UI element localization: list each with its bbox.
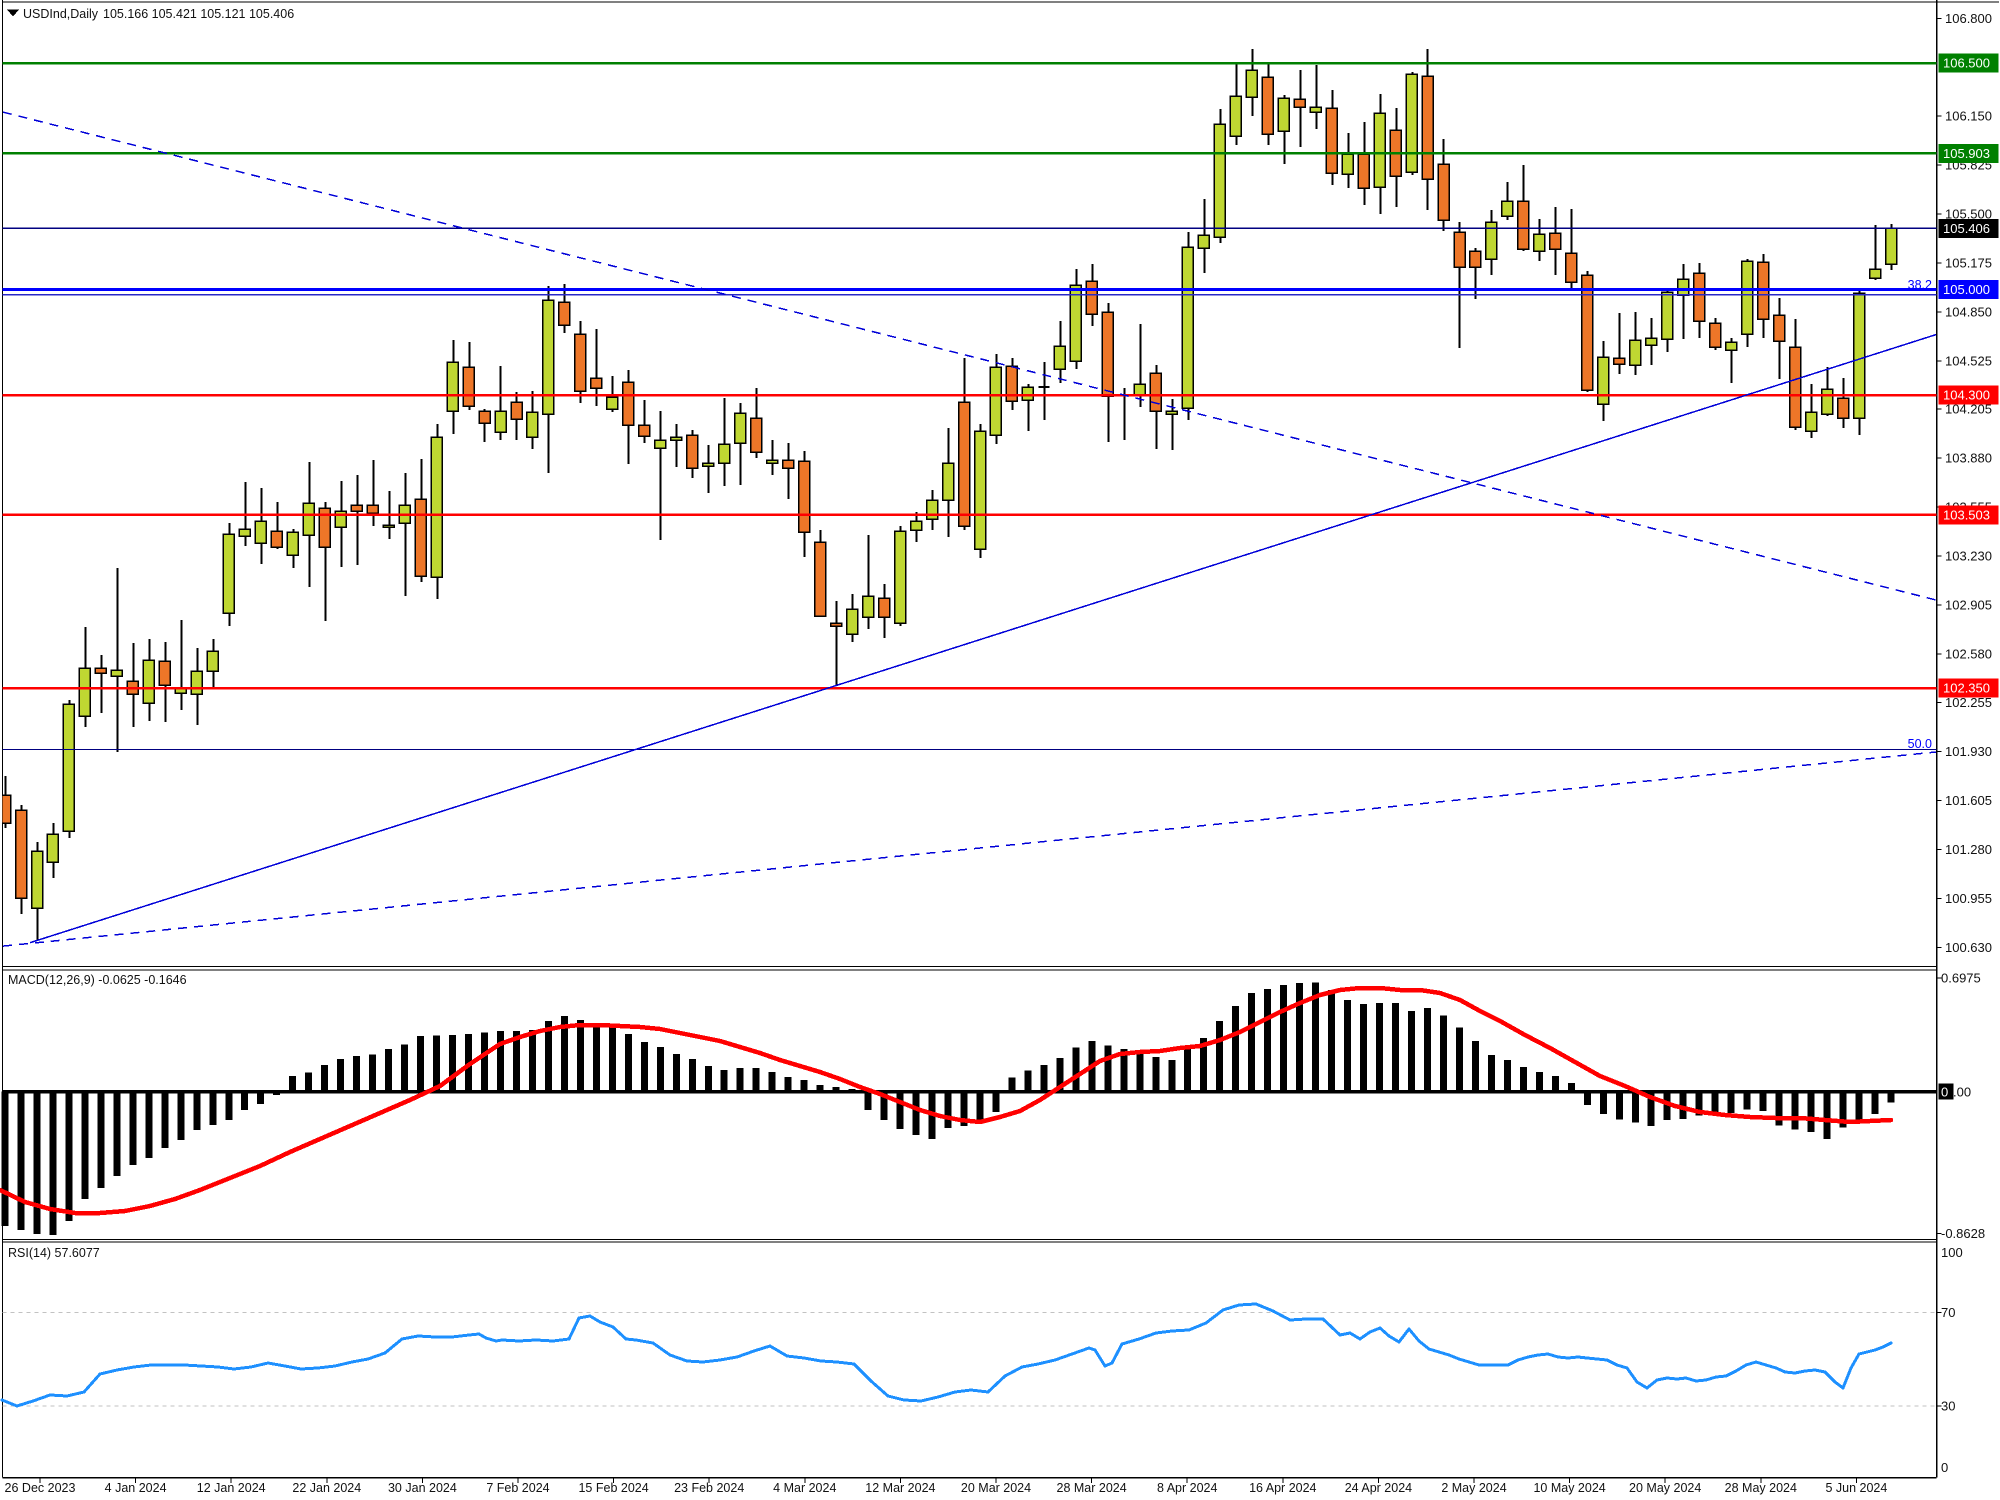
svg-text:105.166 105.421 105.121 105.40: 105.166 105.421 105.121 105.406 (103, 7, 294, 21)
svg-text:USDInd,Daily: USDInd,Daily (23, 7, 99, 21)
svg-text:101.930: 101.930 (1945, 744, 1992, 759)
svg-text:106.800: 106.800 (1945, 11, 1992, 26)
svg-text:20 Mar 2024: 20 Mar 2024 (961, 1481, 1031, 1495)
svg-text:23 Feb 2024: 23 Feb 2024 (674, 1481, 744, 1495)
svg-text:7 Feb 2024: 7 Feb 2024 (486, 1481, 549, 1495)
svg-text:104.300: 104.300 (1943, 388, 1990, 403)
svg-text:70: 70 (1941, 1305, 1955, 1320)
svg-text:103.503: 103.503 (1943, 507, 1990, 522)
svg-text:104.525: 104.525 (1945, 353, 1992, 368)
svg-text:0: 0 (1941, 1460, 1948, 1475)
svg-text:103.880: 103.880 (1945, 450, 1992, 465)
svg-text:101.280: 101.280 (1945, 842, 1992, 857)
svg-text:12 Jan 2024: 12 Jan 2024 (197, 1481, 266, 1495)
svg-text:106.150: 106.150 (1945, 109, 1992, 124)
svg-text:4 Mar 2024: 4 Mar 2024 (773, 1481, 836, 1495)
svg-text:30: 30 (1941, 1399, 1955, 1414)
svg-text:10 May 2024: 10 May 2024 (1533, 1481, 1605, 1495)
svg-text:0: 0 (1941, 1085, 1948, 1100)
svg-text:102.580: 102.580 (1945, 646, 1992, 661)
svg-text:105.500: 105.500 (1945, 206, 1992, 221)
svg-text:105.406: 105.406 (1943, 221, 1990, 236)
svg-text:102.255: 102.255 (1945, 695, 1992, 710)
svg-text:4 Jan 2024: 4 Jan 2024 (105, 1481, 167, 1495)
svg-text:106.500: 106.500 (1943, 56, 1990, 71)
svg-text:MACD(12,26,9) -0.0625 -0.1646: MACD(12,26,9) -0.0625 -0.1646 (8, 973, 187, 987)
svg-text:-0.8628: -0.8628 (1941, 1226, 1985, 1241)
svg-text:102.905: 102.905 (1945, 597, 1992, 612)
svg-text:15 Feb 2024: 15 Feb 2024 (578, 1481, 648, 1495)
svg-text:26 Dec 2023: 26 Dec 2023 (5, 1481, 76, 1495)
svg-text:100.955: 100.955 (1945, 891, 1992, 906)
svg-text:102.350: 102.350 (1943, 681, 1990, 696)
svg-text:38.2: 38.2 (1908, 278, 1932, 292)
svg-text:24 Apr 2024: 24 Apr 2024 (1345, 1481, 1412, 1495)
svg-text:104.205: 104.205 (1945, 402, 1992, 417)
svg-text:16 Apr 2024: 16 Apr 2024 (1249, 1481, 1316, 1495)
svg-text:RSI(14) 57.6077: RSI(14) 57.6077 (8, 1246, 100, 1260)
svg-text:30 Jan 2024: 30 Jan 2024 (388, 1481, 457, 1495)
svg-text:103.230: 103.230 (1945, 548, 1992, 563)
svg-text:105.000: 105.000 (1943, 282, 1990, 297)
svg-text:104.850: 104.850 (1945, 304, 1992, 319)
svg-text:105.903: 105.903 (1943, 146, 1990, 161)
svg-text:100: 100 (1941, 1245, 1963, 1260)
svg-text:101.605: 101.605 (1945, 793, 1992, 808)
svg-text:22 Jan 2024: 22 Jan 2024 (292, 1481, 361, 1495)
svg-text:0.6975: 0.6975 (1941, 971, 1981, 986)
svg-text:20 May 2024: 20 May 2024 (1629, 1481, 1701, 1495)
svg-text:50.0: 50.0 (1908, 737, 1932, 751)
svg-text:28 Mar 2024: 28 Mar 2024 (1057, 1481, 1127, 1495)
svg-text:2 May 2024: 2 May 2024 (1441, 1481, 1506, 1495)
svg-text:28 May 2024: 28 May 2024 (1725, 1481, 1797, 1495)
svg-text:.00: .00 (1953, 1085, 1971, 1100)
svg-text:105.175: 105.175 (1945, 255, 1992, 270)
svg-text:100.630: 100.630 (1945, 940, 1992, 955)
svg-text:8 Apr 2024: 8 Apr 2024 (1157, 1481, 1218, 1495)
svg-text:12 Mar 2024: 12 Mar 2024 (865, 1481, 935, 1495)
svg-text:5 Jun 2024: 5 Jun 2024 (1825, 1481, 1887, 1495)
